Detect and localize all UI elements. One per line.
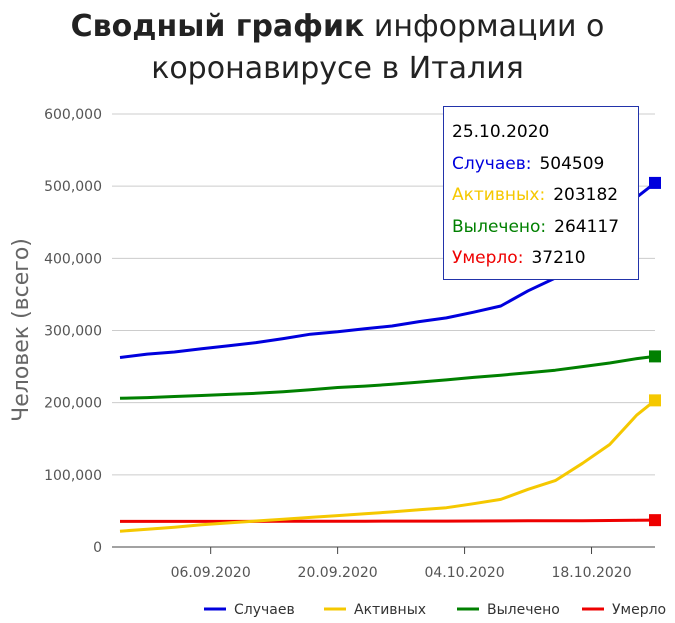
y-tick-label: 200,000 xyxy=(44,396,102,412)
chart-title-line1: информации о xyxy=(373,9,605,44)
legend-item-1[interactable]: Активных xyxy=(324,602,426,618)
chart-title: Сводный график информации о коронавирусе… xyxy=(0,6,675,90)
y-tick-label: 300,000 xyxy=(44,324,102,340)
tooltip-row-recovered: Вылечено: 264117 xyxy=(452,212,638,244)
x-tick-label: 04.10.2020 xyxy=(424,565,504,581)
legend-label: Активных xyxy=(354,602,426,618)
legend-label: Умерло xyxy=(612,602,666,618)
y-axis-label: Человек (всего) xyxy=(9,238,34,422)
legend-label: Случаев xyxy=(234,602,295,618)
legend-item-0[interactable]: Случаев xyxy=(204,602,295,618)
x-tick-label: 06.09.2020 xyxy=(171,565,251,581)
tooltip-row-deaths: Умерло: 37210 xyxy=(452,243,638,275)
chart-title-line2: коронавирусе в Италия xyxy=(151,51,524,86)
tooltip-row-cases: Случаев: 504509 xyxy=(452,149,638,181)
tooltip-value-recovered: 264117 xyxy=(554,216,620,237)
y-tick-label: 100,000 xyxy=(44,468,102,484)
x-tick-label: 20.09.2020 xyxy=(298,565,378,581)
tooltip-date: 25.10.2020 xyxy=(452,122,550,142)
series-end-marker-2[interactable] xyxy=(649,350,661,363)
y-tick-labels: 0 100,000 200,000 300,000 400,000 500,000 600,… xyxy=(44,107,102,556)
x-tick-labels: 06.09.2020 20.09.2020 04.10.2020 18.10.2020 xyxy=(171,565,632,581)
series-end-marker-1[interactable] xyxy=(649,394,661,407)
legend[interactable]: Случаев Активных Вылечено Умерло xyxy=(204,602,666,618)
tooltip-label-deaths: Умерло: xyxy=(452,248,524,268)
tooltip-label-active: Активных: xyxy=(452,185,546,205)
tooltip-row-active: Активных: 203182 xyxy=(452,180,638,212)
chart-title-bold: Сводный график xyxy=(70,9,365,44)
series-end-marker-0[interactable] xyxy=(649,176,661,189)
legend-item-2[interactable]: Вылечено xyxy=(457,602,560,618)
tooltip-label-cases: Случаев: xyxy=(452,153,532,174)
series-line-1 xyxy=(119,399,656,533)
tooltip-value-deaths: 37210 xyxy=(531,248,586,268)
tooltip-value-cases: 504509 xyxy=(539,153,605,174)
y-tick-label: 600,000 xyxy=(44,107,102,123)
data-tooltip: 25.10.2020 Случаев: 504509 Активных: 20318… xyxy=(443,106,639,280)
series-end-marker-3[interactable] xyxy=(649,514,661,527)
series-line-3 xyxy=(120,518,656,523)
y-tick-label: 500,000 xyxy=(44,179,102,195)
tooltip-value-active: 203182 xyxy=(553,185,619,205)
legend-item-3[interactable]: Умерло xyxy=(582,602,666,618)
x-tick-label: 18.10.2020 xyxy=(551,565,631,581)
y-tick-label: 0 xyxy=(93,540,102,556)
legend-label: Вылечено xyxy=(487,602,560,618)
tooltip-label-recovered: Вылечено: xyxy=(452,216,547,237)
y-tick-label: 400,000 xyxy=(44,251,102,267)
series-end-markers xyxy=(649,176,661,527)
series-line-2 xyxy=(119,354,656,400)
